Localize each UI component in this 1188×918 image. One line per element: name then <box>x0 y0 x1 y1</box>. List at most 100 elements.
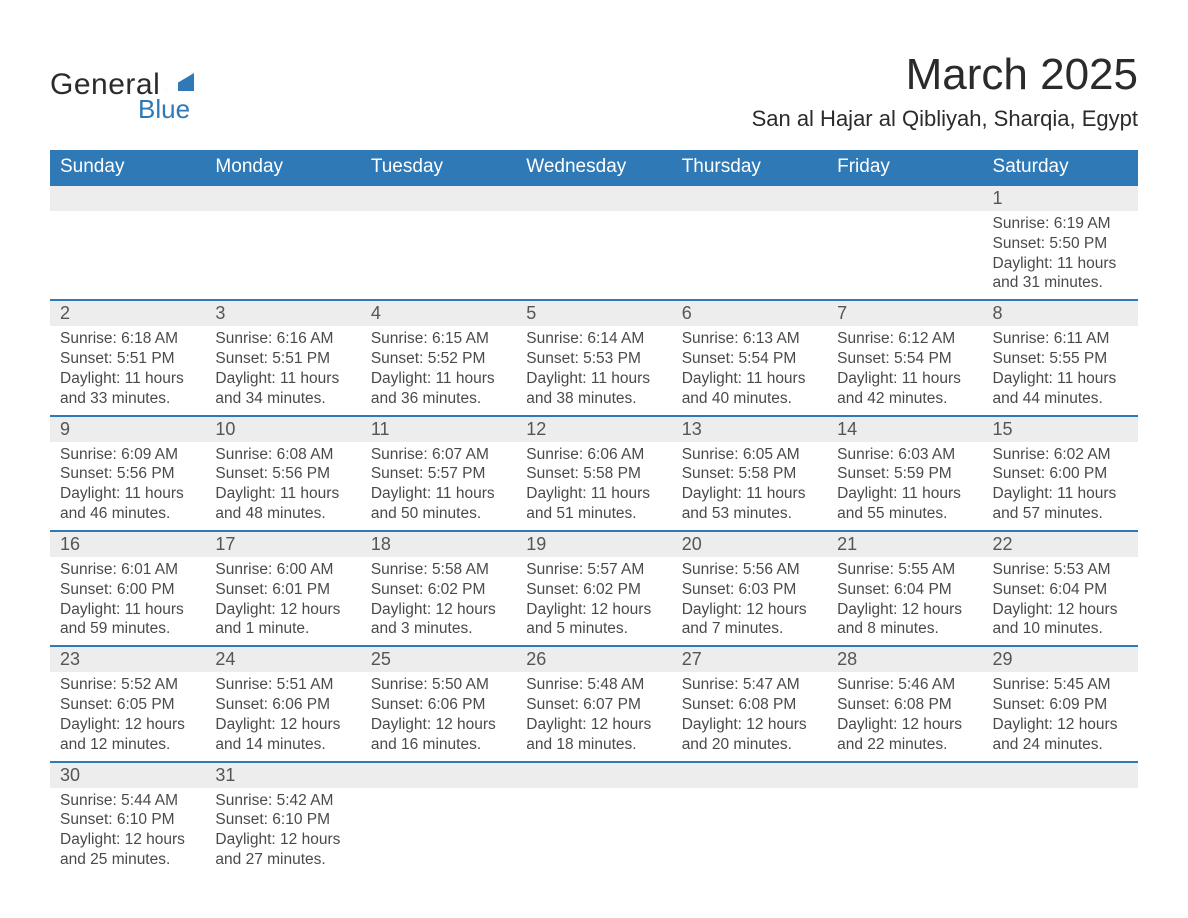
daylight-text-line1: Daylight: 12 hours <box>682 715 817 735</box>
day-number: 21 <box>837 534 857 554</box>
daylight-text-line2: and 55 minutes. <box>837 504 972 524</box>
sunset-text: Sunset: 6:08 PM <box>682 695 817 715</box>
day-number: 20 <box>682 534 702 554</box>
day-number-cell: 29 <box>983 646 1138 672</box>
day-detail-cell: Sunrise: 6:15 AMSunset: 5:52 PMDaylight:… <box>361 326 516 415</box>
sunset-text: Sunset: 6:02 PM <box>526 580 661 600</box>
day-detail-cell: Sunrise: 6:12 AMSunset: 5:54 PMDaylight:… <box>827 326 982 415</box>
sunrise-text: Sunrise: 5:51 AM <box>215 675 350 695</box>
daylight-text-line2: and 40 minutes. <box>682 389 817 409</box>
day-number-cell: 13 <box>672 416 827 442</box>
week-detail-row: Sunrise: 5:44 AMSunset: 6:10 PMDaylight:… <box>50 788 1138 876</box>
sunrise-text: Sunrise: 6:01 AM <box>60 560 195 580</box>
location-text: San al Hajar al Qibliyah, Sharqia, Egypt <box>752 106 1138 132</box>
daylight-text-line2: and 24 minutes. <box>993 735 1128 755</box>
day-number: 6 <box>682 303 692 323</box>
sunrise-text: Sunrise: 5:44 AM <box>60 791 195 811</box>
day-number-cell: 15 <box>983 416 1138 442</box>
daylight-text-line1: Daylight: 12 hours <box>993 600 1128 620</box>
sunset-text: Sunset: 5:56 PM <box>60 464 195 484</box>
day-detail-cell: Sunrise: 6:16 AMSunset: 5:51 PMDaylight:… <box>205 326 360 415</box>
sunset-text: Sunset: 5:52 PM <box>371 349 506 369</box>
day-number-cell <box>672 185 827 211</box>
day-detail-cell <box>205 211 360 300</box>
daylight-text-line1: Daylight: 12 hours <box>215 600 350 620</box>
day-number-cell: 7 <box>827 300 982 326</box>
daylight-text-line2: and 51 minutes. <box>526 504 661 524</box>
day-detail-cell: Sunrise: 6:03 AMSunset: 5:59 PMDaylight:… <box>827 442 982 531</box>
day-number-cell <box>983 762 1138 788</box>
sunset-text: Sunset: 5:50 PM <box>993 234 1128 254</box>
day-detail-cell: Sunrise: 5:50 AMSunset: 6:06 PMDaylight:… <box>361 672 516 761</box>
day-number: 26 <box>526 649 546 669</box>
day-number: 19 <box>526 534 546 554</box>
daylight-text-line2: and 3 minutes. <box>371 619 506 639</box>
day-detail-cell: Sunrise: 6:13 AMSunset: 5:54 PMDaylight:… <box>672 326 827 415</box>
weekday-header: Wednesday <box>516 150 671 185</box>
day-number: 16 <box>60 534 80 554</box>
day-number: 9 <box>60 419 70 439</box>
day-number-cell: 18 <box>361 531 516 557</box>
month-title: March 2025 <box>752 50 1138 100</box>
sunset-text: Sunset: 6:01 PM <box>215 580 350 600</box>
day-detail-cell: Sunrise: 6:07 AMSunset: 5:57 PMDaylight:… <box>361 442 516 531</box>
sunrise-text: Sunrise: 6:05 AM <box>682 445 817 465</box>
header-section: General Blue March 2025 San al Hajar al … <box>50 50 1138 132</box>
sunrise-text: Sunrise: 5:42 AM <box>215 791 350 811</box>
day-number-cell: 28 <box>827 646 982 672</box>
day-detail-cell: Sunrise: 5:45 AMSunset: 6:09 PMDaylight:… <box>983 672 1138 761</box>
sunset-text: Sunset: 6:04 PM <box>993 580 1128 600</box>
daylight-text-line2: and 46 minutes. <box>60 504 195 524</box>
daylight-text-line2: and 27 minutes. <box>215 850 350 870</box>
sunset-text: Sunset: 5:54 PM <box>837 349 972 369</box>
daylight-text-line2: and 50 minutes. <box>371 504 506 524</box>
day-detail-cell: Sunrise: 6:06 AMSunset: 5:58 PMDaylight:… <box>516 442 671 531</box>
sunrise-text: Sunrise: 5:55 AM <box>837 560 972 580</box>
day-number: 25 <box>371 649 391 669</box>
sunset-text: Sunset: 5:55 PM <box>993 349 1128 369</box>
daylight-text-line1: Daylight: 12 hours <box>837 600 972 620</box>
sunset-text: Sunset: 5:58 PM <box>682 464 817 484</box>
day-detail-cell: Sunrise: 5:55 AMSunset: 6:04 PMDaylight:… <box>827 557 982 646</box>
day-detail-cell: Sunrise: 6:05 AMSunset: 5:58 PMDaylight:… <box>672 442 827 531</box>
day-detail-cell <box>672 211 827 300</box>
daylight-text-line1: Daylight: 11 hours <box>993 254 1128 274</box>
daylight-text-line1: Daylight: 11 hours <box>837 484 972 504</box>
day-number-cell: 19 <box>516 531 671 557</box>
day-number: 15 <box>993 419 1013 439</box>
day-detail-cell <box>361 788 516 876</box>
day-detail-cell: Sunrise: 6:08 AMSunset: 5:56 PMDaylight:… <box>205 442 360 531</box>
sunrise-text: Sunrise: 5:50 AM <box>371 675 506 695</box>
logo-text-blue: Blue <box>138 94 194 125</box>
daylight-text-line2: and 36 minutes. <box>371 389 506 409</box>
calendar-page: General Blue March 2025 San al Hajar al … <box>0 0 1188 916</box>
day-detail-cell: Sunrise: 6:00 AMSunset: 6:01 PMDaylight:… <box>205 557 360 646</box>
sunset-text: Sunset: 5:51 PM <box>60 349 195 369</box>
day-number-cell <box>672 762 827 788</box>
sunrise-text: Sunrise: 6:18 AM <box>60 329 195 349</box>
daylight-text-line2: and 25 minutes. <box>60 850 195 870</box>
week-detail-row: Sunrise: 6:01 AMSunset: 6:00 PMDaylight:… <box>50 557 1138 646</box>
day-detail-cell: Sunrise: 5:52 AMSunset: 6:05 PMDaylight:… <box>50 672 205 761</box>
day-number: 12 <box>526 419 546 439</box>
day-number-cell: 30 <box>50 762 205 788</box>
logo-triangle-icon <box>164 71 194 96</box>
daylight-text-line1: Daylight: 11 hours <box>526 484 661 504</box>
day-detail-cell: Sunrise: 6:18 AMSunset: 5:51 PMDaylight:… <box>50 326 205 415</box>
calendar-header: Sunday Monday Tuesday Wednesday Thursday… <box>50 150 1138 185</box>
weekday-header: Tuesday <box>361 150 516 185</box>
day-number-cell: 2 <box>50 300 205 326</box>
daylight-text-line1: Daylight: 12 hours <box>215 830 350 850</box>
sunset-text: Sunset: 6:05 PM <box>60 695 195 715</box>
day-number: 13 <box>682 419 702 439</box>
daylight-text-line1: Daylight: 11 hours <box>837 369 972 389</box>
day-number: 10 <box>215 419 235 439</box>
sunset-text: Sunset: 5:51 PM <box>215 349 350 369</box>
daylight-text-line1: Daylight: 11 hours <box>60 369 195 389</box>
daylight-text-line1: Daylight: 12 hours <box>371 600 506 620</box>
day-detail-cell: Sunrise: 5:44 AMSunset: 6:10 PMDaylight:… <box>50 788 205 876</box>
sunrise-text: Sunrise: 6:16 AM <box>215 329 350 349</box>
daylight-text-line2: and 5 minutes. <box>526 619 661 639</box>
daylight-text-line2: and 38 minutes. <box>526 389 661 409</box>
daylight-text-line1: Daylight: 11 hours <box>682 484 817 504</box>
